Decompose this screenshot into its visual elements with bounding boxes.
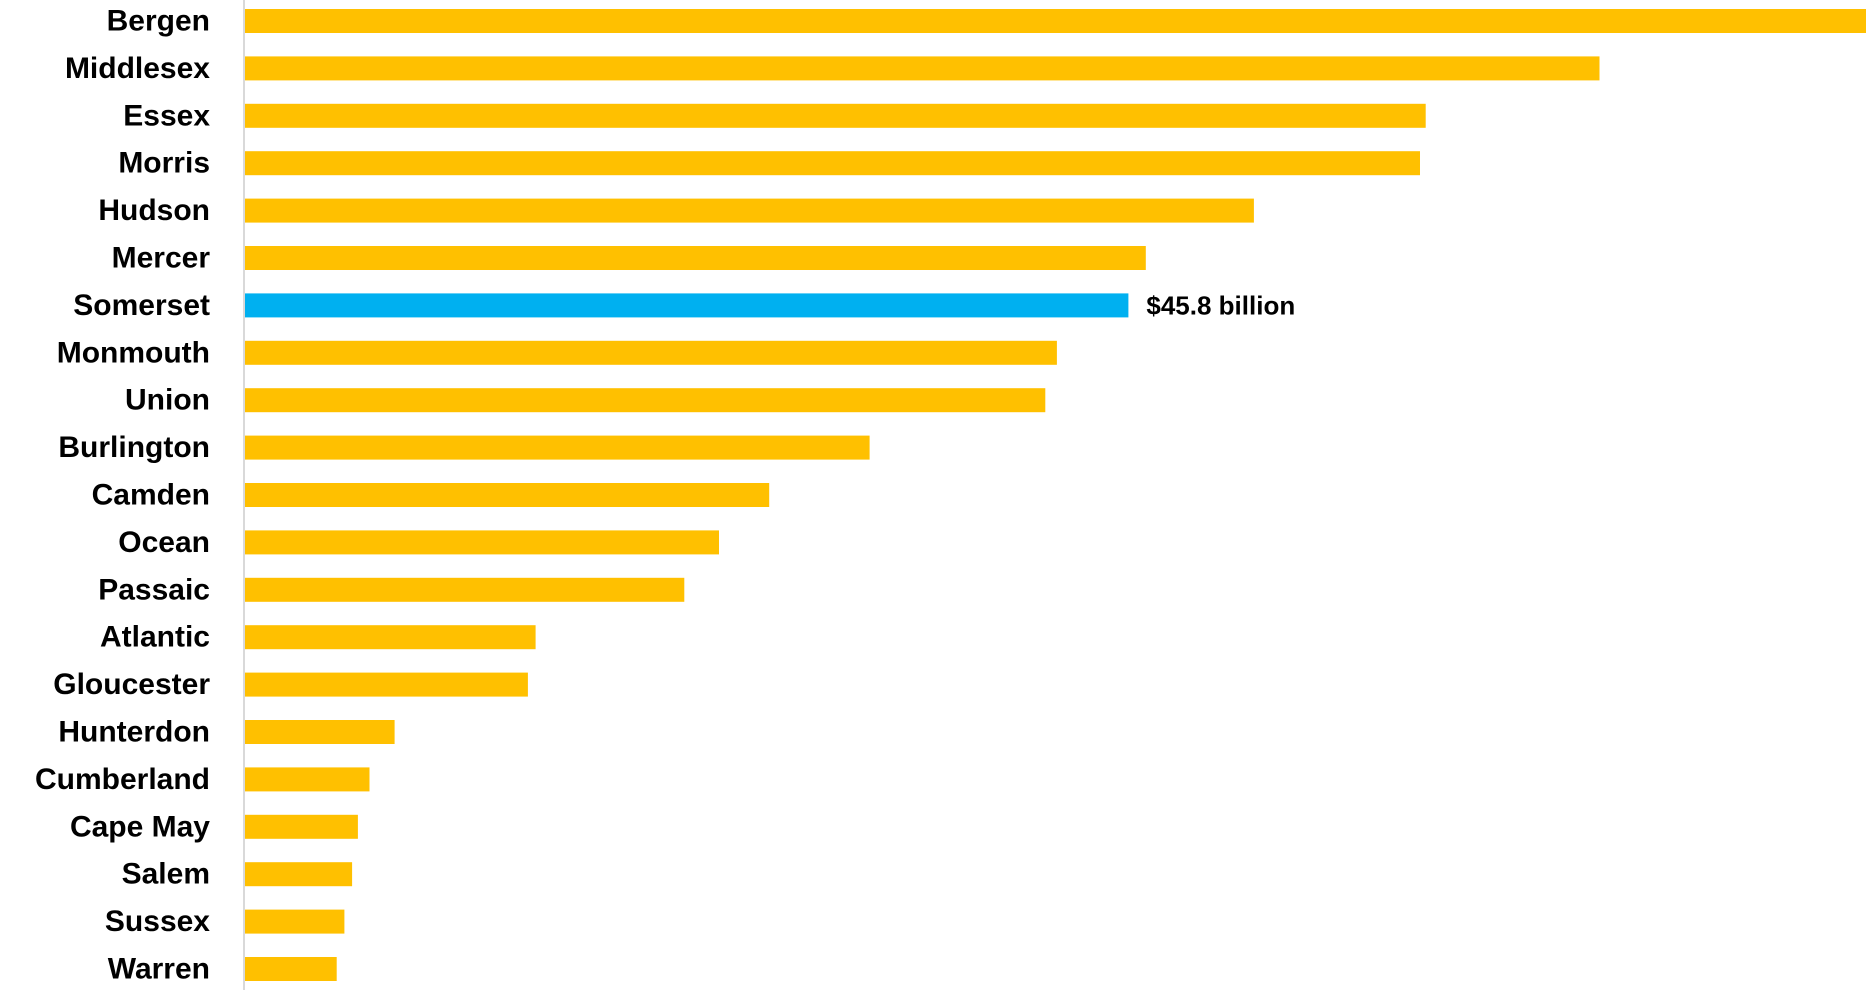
bars-layer xyxy=(244,9,1866,981)
category-label-essex: Essex xyxy=(123,99,210,132)
category-label-passaic: Passaic xyxy=(98,573,210,606)
bar-atlantic xyxy=(244,625,536,650)
category-labels: Bergen Middlesex Essex Morris Hudson Mercer So… xyxy=(35,5,210,986)
category-label-union: Union xyxy=(125,384,210,417)
category-label-ocean: Ocean xyxy=(118,526,210,559)
category-label-morris: Morris xyxy=(118,147,210,180)
bar-essex xyxy=(244,103,1426,128)
bar-union xyxy=(244,388,1046,413)
bar-hudson xyxy=(244,198,1254,223)
category-label-burlington: Burlington xyxy=(58,431,210,464)
bar-burlington xyxy=(244,435,870,460)
category-label-hunterdon: Hunterdon xyxy=(58,716,210,749)
category-label-mercer: Mercer xyxy=(112,242,211,275)
category-label-cumberland: Cumberland xyxy=(35,763,210,796)
category-label-warren: Warren xyxy=(108,953,210,986)
bar-mercer xyxy=(244,246,1146,270)
category-label-bergen: Bergen xyxy=(107,5,210,38)
bar-monmouth xyxy=(244,340,1057,365)
category-label-atlantic: Atlantic xyxy=(100,621,210,654)
bar-somerset xyxy=(244,293,1129,318)
bar-cape-may xyxy=(244,814,358,839)
category-label-monmouth: Monmouth xyxy=(57,336,210,369)
category-label-sussex: Sussex xyxy=(105,905,210,938)
category-label-camden: Camden xyxy=(92,479,210,512)
bar-sussex xyxy=(244,909,345,934)
bar-morris xyxy=(244,151,1420,176)
category-label-salem: Salem xyxy=(122,858,210,891)
annotations-layer: $45.8 billion xyxy=(1146,290,1295,320)
bar-cumberland xyxy=(244,767,370,792)
category-label-somerset: Somerset xyxy=(73,289,210,322)
bar-passaic xyxy=(244,577,685,602)
bar-middlesex xyxy=(244,56,1600,81)
bar-warren xyxy=(244,957,337,981)
bar-camden xyxy=(244,483,770,507)
bar-gloucester xyxy=(244,672,528,697)
bar-ocean xyxy=(244,530,719,555)
category-label-gloucester: Gloucester xyxy=(53,668,210,701)
category-label-cape-may: Cape May xyxy=(70,810,210,843)
category-label-hudson: Hudson xyxy=(98,194,210,227)
data-label-somerset: $45.8 billion xyxy=(1146,290,1295,320)
category-label-middlesex: Middlesex xyxy=(65,52,210,85)
bar-salem xyxy=(244,862,353,887)
bar-bergen xyxy=(244,9,1866,33)
bar-hunterdon xyxy=(244,720,395,744)
